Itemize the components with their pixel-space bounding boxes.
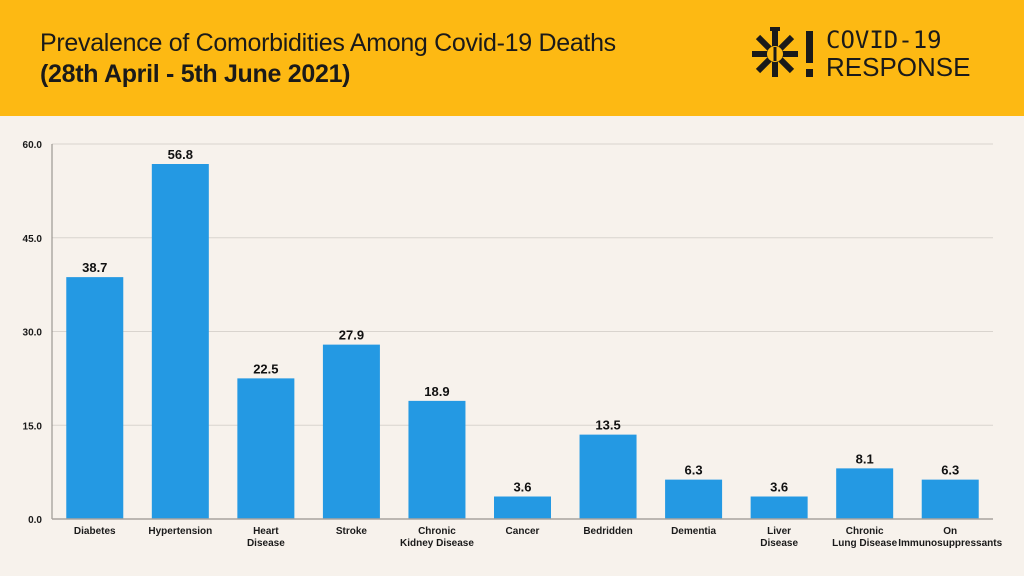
data-label: 22.5 (253, 361, 278, 376)
bar (494, 496, 551, 519)
y-tick-label: 30.0 (23, 328, 43, 339)
x-tick-label: Hypertension (148, 526, 212, 537)
logo-text: COVID-19 RESPONSE (826, 27, 971, 81)
x-tick-label: Bedridden (583, 526, 632, 537)
data-label: 3.6 (770, 480, 788, 495)
x-tick-label: Cancer (506, 526, 540, 537)
y-tick-label: 15.0 (23, 421, 43, 432)
x-tick-label: Disease (760, 538, 798, 549)
header-banner: Prevalence of Comorbidities Among Covid-… (0, 0, 1024, 116)
x-tick-label: Lung Disease (832, 538, 897, 549)
x-tick-label: Liver (767, 526, 791, 537)
data-label: 3.6 (513, 480, 531, 495)
data-label: 18.9 (424, 384, 449, 399)
x-tick-label: Heart (253, 526, 279, 537)
bar (66, 277, 124, 519)
title-line-1: Prevalence of Comorbidities Among Covid-… (40, 29, 616, 57)
bars (66, 164, 979, 519)
x-tick-label: Chronic (418, 526, 456, 537)
x-tick-label: Stroke (336, 526, 368, 537)
bar (750, 496, 808, 519)
x-tick-label: Diabetes (74, 526, 116, 537)
bar-chart: 0.0 15.0 30.0 45.0 60.0 38.7 56.8 22.5 27.9 18.9… (23, 140, 1003, 549)
x-tick-label: On (943, 526, 957, 537)
y-tick-label: 60.0 (23, 140, 43, 151)
y-tick-label: 45.0 (23, 234, 43, 245)
y-tick-label: 0.0 (28, 515, 42, 526)
data-label: 13.5 (595, 418, 620, 433)
title-line-2: (28th April - 5th June 2021) (40, 60, 351, 88)
data-label: 8.1 (856, 451, 874, 466)
data-label: 38.7 (82, 260, 107, 275)
x-tick-label: Kidney Disease (400, 538, 474, 549)
logo-line-1: COVID-19 (826, 26, 942, 54)
bar (921, 479, 979, 519)
logo-line-2: RESPONSE (826, 52, 971, 82)
covid-response-logo-icon (752, 27, 813, 77)
bar (836, 468, 894, 519)
y-axis: 0.0 15.0 30.0 45.0 60.0 (23, 140, 53, 526)
data-labels: 38.7 56.8 22.5 27.9 18.9 3.6 13.5 6.3 3.6 8.1 6.3 (82, 147, 959, 495)
data-label: 6.3 (941, 463, 959, 478)
data-label: 27.9 (339, 328, 364, 343)
bar (408, 400, 466, 519)
data-label: 56.8 (168, 147, 193, 162)
x-tick-label: Immunosuppressants (898, 538, 1002, 549)
bar (151, 164, 209, 519)
data-label: 6.3 (685, 463, 703, 478)
gridlines (52, 143, 993, 426)
x-tick-label: Disease (247, 538, 285, 549)
bar (665, 479, 723, 519)
bar (322, 344, 380, 519)
chart-title: Prevalence of Comorbidities Among Covid-… (40, 28, 616, 90)
bar (237, 378, 295, 519)
x-tick-label: Chronic (846, 526, 884, 537)
bar (579, 434, 637, 519)
x-tick-label: Dementia (671, 526, 716, 537)
